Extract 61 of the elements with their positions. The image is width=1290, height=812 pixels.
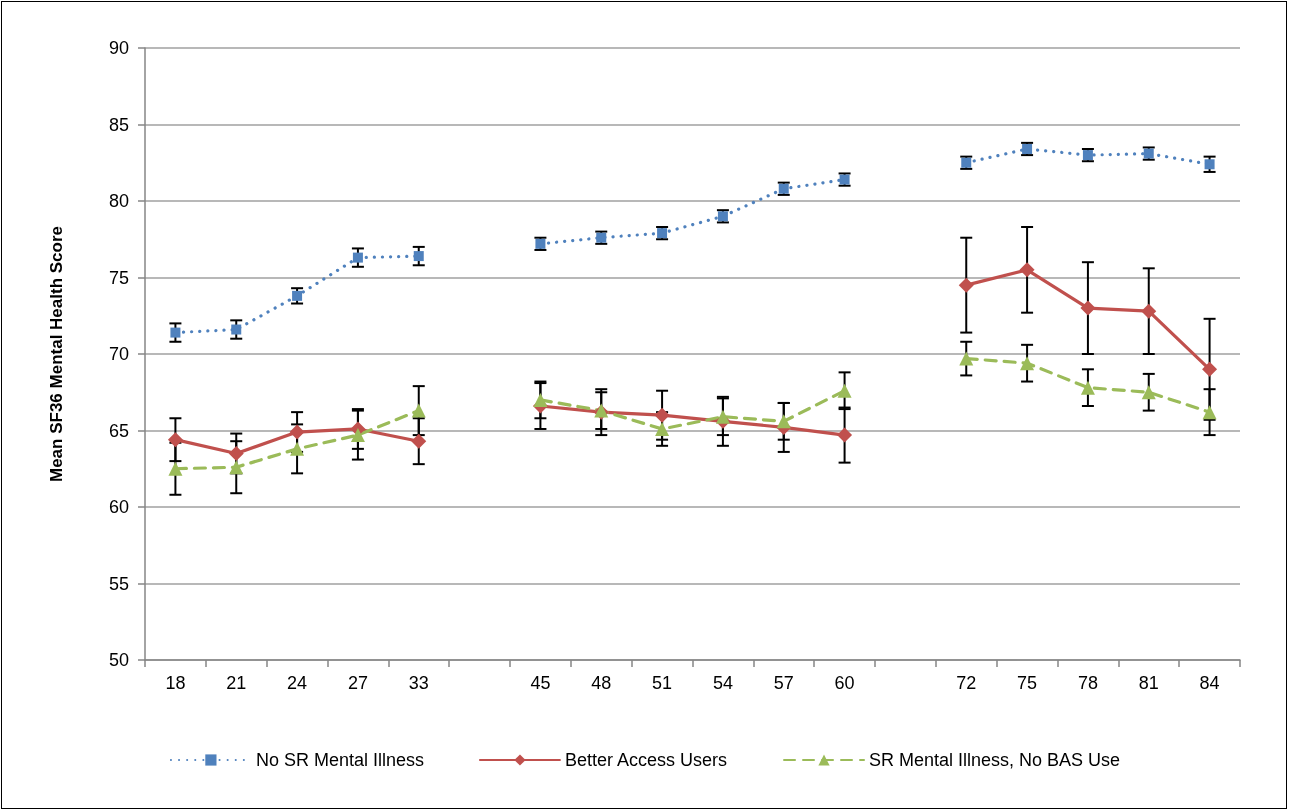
point xyxy=(1202,361,1218,377)
x-tick-label: 57 xyxy=(773,673,794,693)
legend-label: SR Mental Illness, No BAS Use xyxy=(869,750,1121,770)
x-tick-label: 60 xyxy=(834,673,855,693)
point xyxy=(411,433,427,449)
legend-label: Better Access Users xyxy=(564,750,728,770)
x-tick-label: 81 xyxy=(1138,673,1159,693)
y-tick-label: 90 xyxy=(108,38,129,58)
point xyxy=(958,277,974,293)
x-tick-label: 21 xyxy=(226,673,247,693)
point xyxy=(170,327,181,338)
y-tick-label: 70 xyxy=(108,344,129,364)
point xyxy=(231,324,242,335)
point xyxy=(533,392,548,407)
point xyxy=(1080,300,1096,316)
point xyxy=(290,441,305,456)
point xyxy=(411,403,426,418)
point xyxy=(959,351,974,366)
y-tick-label: 50 xyxy=(108,650,129,670)
x-tick-label: 33 xyxy=(408,673,429,693)
point xyxy=(228,445,244,461)
y-tick-label: 60 xyxy=(108,497,129,517)
point xyxy=(350,428,365,443)
legend-label: No SR Mental Illness xyxy=(255,750,424,770)
x-tick-label: 51 xyxy=(652,673,673,693)
point xyxy=(292,290,303,301)
x-tick-label: 54 xyxy=(712,673,733,693)
point xyxy=(837,383,852,398)
x-tick-label: 18 xyxy=(165,673,186,693)
point xyxy=(1204,159,1215,170)
y-axis-title: Mean SF36 Mental Health Score xyxy=(47,225,66,483)
point xyxy=(1202,405,1217,420)
point xyxy=(1141,303,1157,319)
point xyxy=(776,414,791,429)
point xyxy=(654,407,670,423)
point xyxy=(655,421,670,436)
x-tick-label: 24 xyxy=(287,673,308,693)
point xyxy=(352,252,363,263)
x-tick-label: 72 xyxy=(956,673,977,693)
x-tick-label: 45 xyxy=(530,673,551,693)
x-tick-label: 27 xyxy=(347,673,368,693)
point xyxy=(1141,385,1156,400)
x-tick-label: 84 xyxy=(1199,673,1220,693)
x-tick-label: 78 xyxy=(1077,673,1098,693)
x-tick-label: 48 xyxy=(591,673,612,693)
point xyxy=(715,409,730,424)
point xyxy=(229,460,244,475)
point xyxy=(167,432,183,448)
x-tick-label: 75 xyxy=(1017,673,1038,693)
point xyxy=(413,251,424,262)
y-tick-label: 65 xyxy=(108,420,129,441)
y-tick-label: 80 xyxy=(108,191,129,211)
y-tick-label: 85 xyxy=(108,114,129,135)
point xyxy=(1080,380,1095,395)
y-tick-label: 55 xyxy=(108,573,129,594)
point xyxy=(837,427,853,443)
point xyxy=(1020,356,1035,371)
point xyxy=(289,424,305,440)
y-tick-label: 75 xyxy=(108,267,129,288)
point xyxy=(168,461,183,476)
point xyxy=(1019,262,1035,278)
